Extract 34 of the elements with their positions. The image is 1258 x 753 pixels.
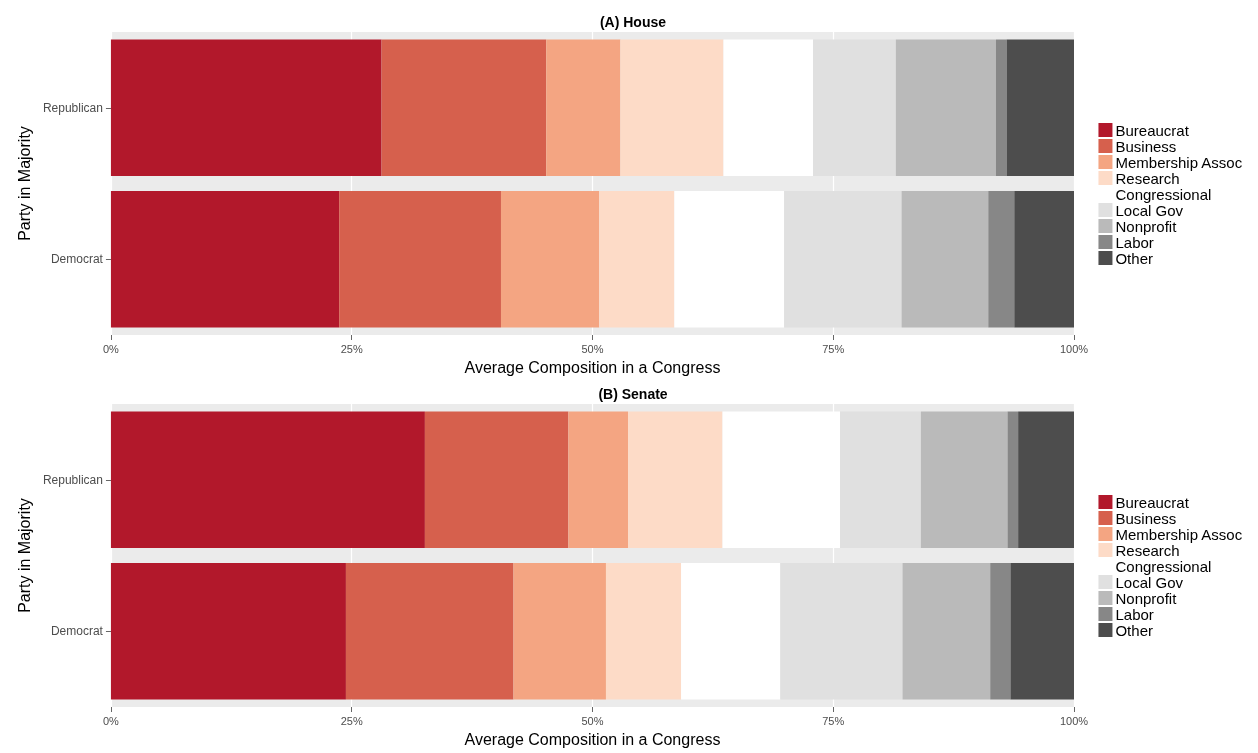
- x-tick-label: 75%: [822, 714, 845, 727]
- y-tick-label: Democrat: [50, 252, 104, 267]
- x-axis-title: Average Composition in a Congress: [464, 730, 721, 748]
- legend-label: Nonprofit: [1115, 217, 1178, 235]
- y-tick-label: Democrat: [50, 624, 104, 639]
- legend-label: Research: [1115, 541, 1180, 559]
- legend-label: Nonprofit: [1115, 589, 1178, 607]
- y-axis-title: Party in Majority: [15, 498, 33, 613]
- legend-label: Business: [1115, 509, 1177, 527]
- legend-label: Membership Assoc: [1115, 153, 1243, 171]
- x-tick-label: 50%: [581, 714, 604, 727]
- y-tick-label: Republican: [42, 472, 103, 487]
- chart-title: (A) House: [599, 14, 667, 30]
- legend-label: Other: [1115, 249, 1153, 267]
- x-tick-label: 0%: [102, 714, 120, 727]
- x-axis-title: Average Composition in a Congress: [464, 358, 721, 376]
- x-tick-label: 75%: [822, 342, 845, 355]
- x-tick-label: 25%: [340, 342, 363, 355]
- y-axis-title: Party in Majority: [15, 126, 33, 241]
- text: Congressional: [1115, 557, 1212, 575]
- x-tick-label: 100%: [1059, 714, 1089, 727]
- legend-label: Bureaucrat: [1115, 121, 1190, 139]
- x-tick-label: 25%: [340, 714, 363, 727]
- y-tick-label: Republican: [42, 100, 103, 115]
- legend-label: Other: [1115, 621, 1153, 639]
- text: Congressional: [1115, 185, 1212, 203]
- x-tick-label: 50%: [581, 342, 604, 355]
- legend-label: Research: [1115, 169, 1180, 187]
- x-tick-label: 0%: [102, 342, 120, 355]
- legend-label: Bureaucrat: [1115, 493, 1190, 511]
- x-tick-label: 100%: [1059, 342, 1089, 355]
- chart-title: (B) Senate: [598, 386, 668, 402]
- legend-label: Membership Assoc: [1115, 525, 1243, 543]
- legend-label: Business: [1115, 137, 1177, 155]
